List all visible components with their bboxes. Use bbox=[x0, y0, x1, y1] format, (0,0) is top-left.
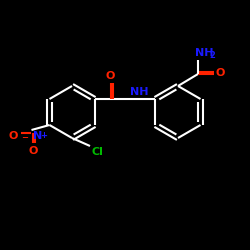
Text: NH: NH bbox=[130, 87, 149, 97]
Text: O: O bbox=[106, 71, 115, 81]
Text: NH: NH bbox=[195, 48, 214, 58]
Text: O: O bbox=[29, 146, 38, 156]
Text: O: O bbox=[216, 68, 226, 78]
Text: N: N bbox=[34, 131, 43, 141]
Text: O: O bbox=[8, 131, 18, 141]
Text: +: + bbox=[40, 131, 48, 140]
Text: Cl: Cl bbox=[92, 147, 104, 157]
Text: −: − bbox=[22, 133, 29, 142]
Text: 2: 2 bbox=[209, 51, 215, 60]
